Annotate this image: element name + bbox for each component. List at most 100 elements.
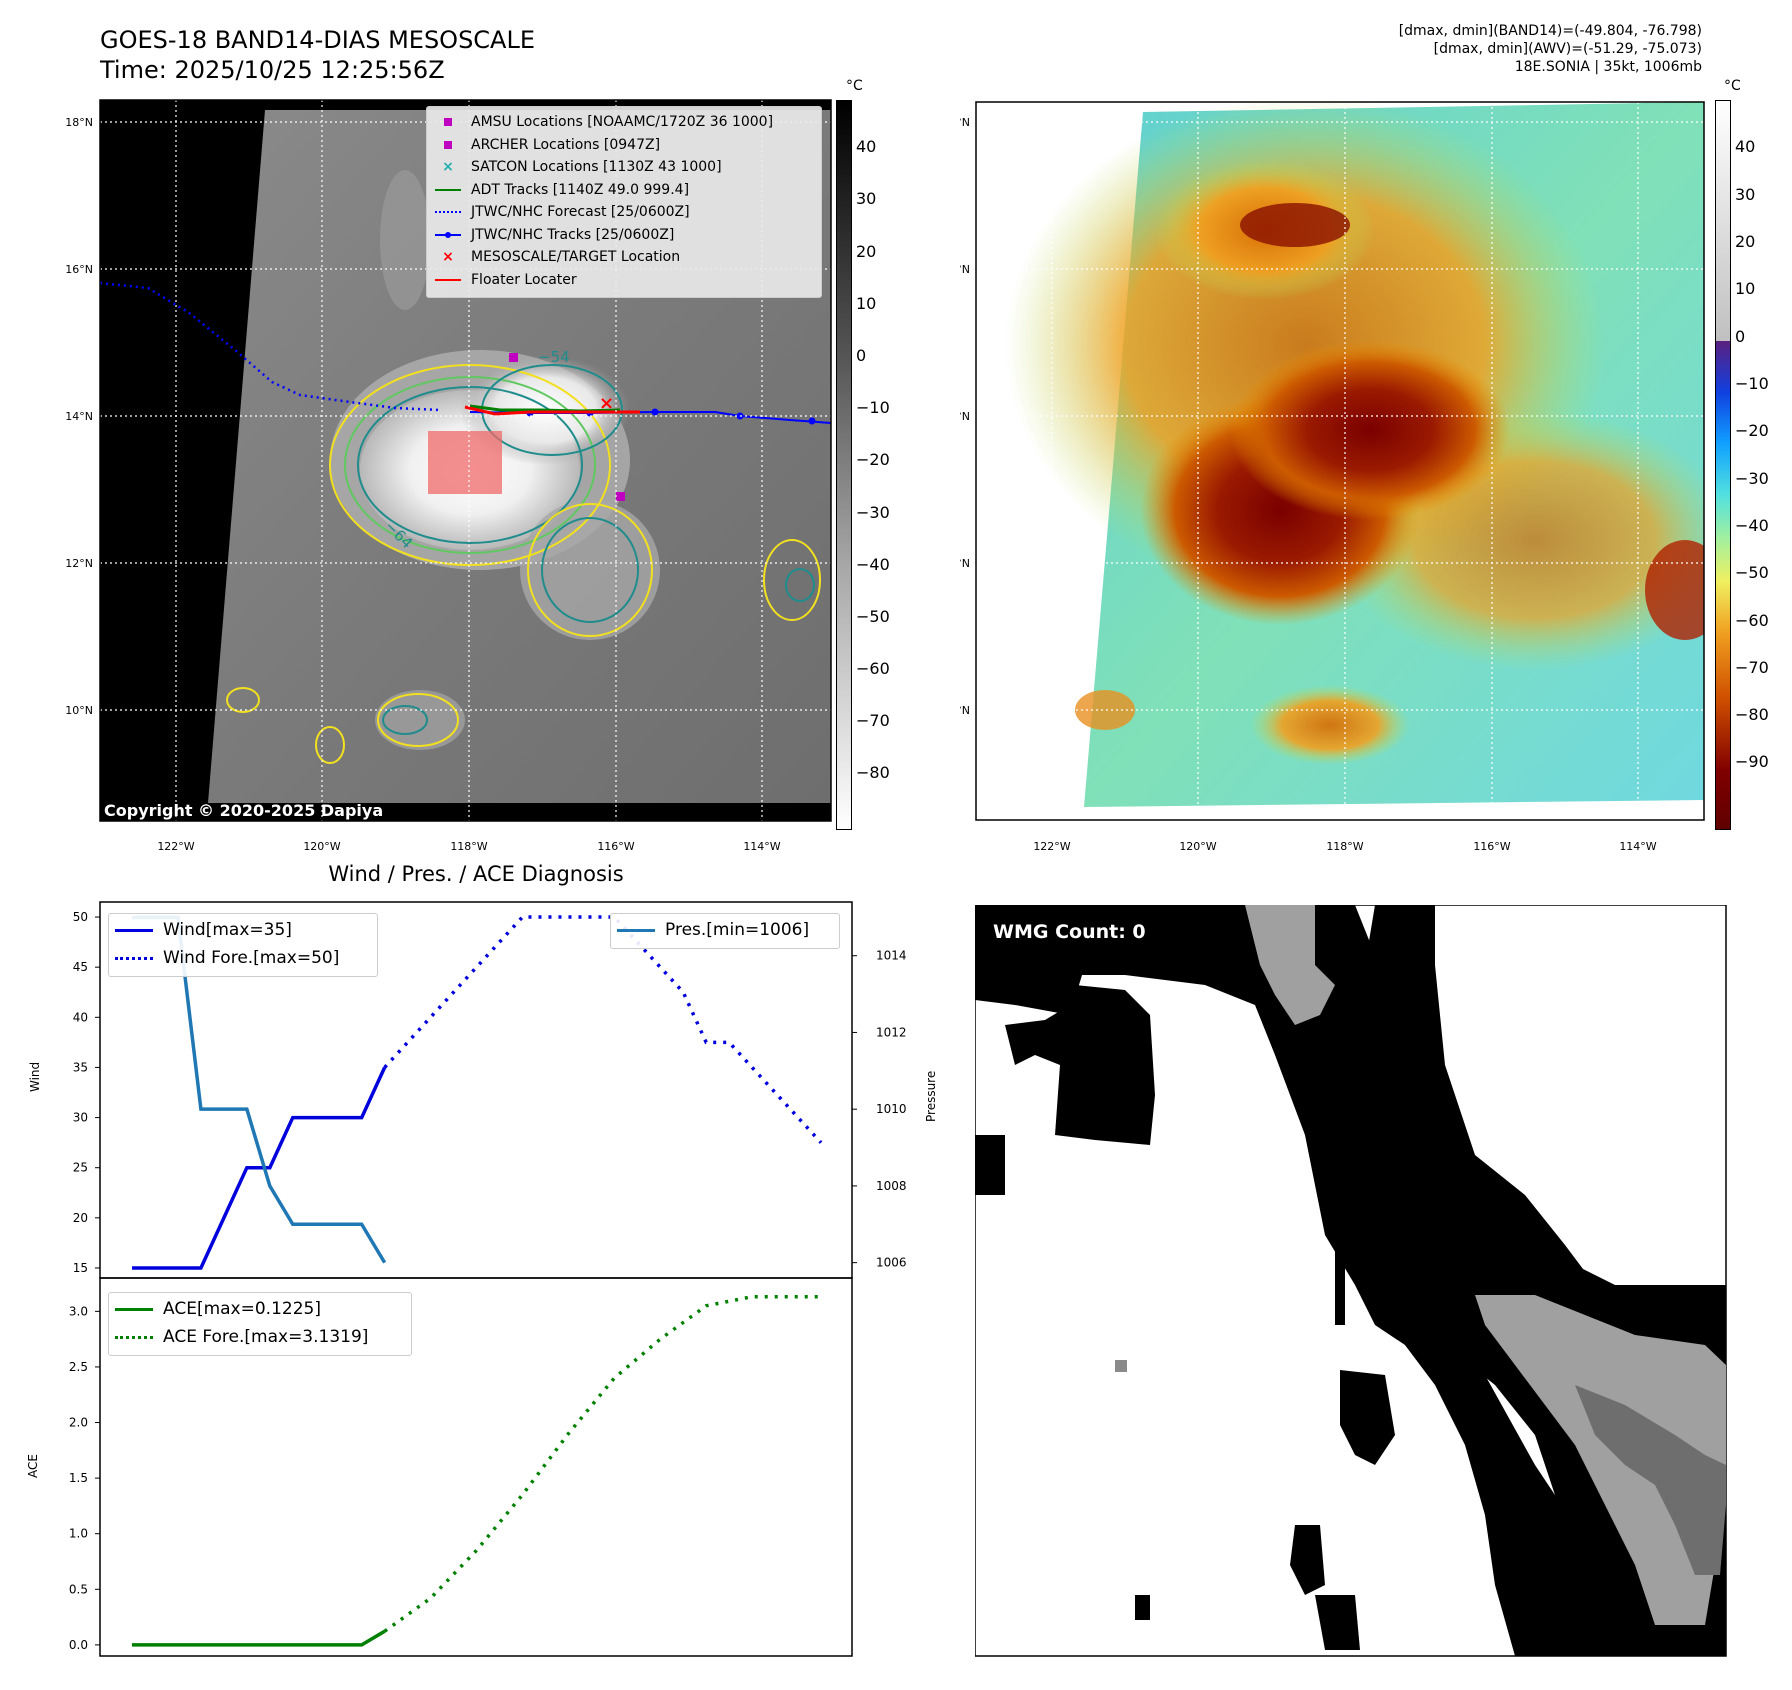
lon-label: 114°W — [1619, 840, 1656, 850]
ace-tick-label: 0.0 — [69, 1638, 88, 1652]
lat-label: 10°N — [65, 704, 93, 717]
gray-colorbar-ticks: 40 30 20 10 0 −10 −20 −30 −40 −50 −60 −70 −80 — [856, 100, 896, 828]
ace-tick-label: 1.0 — [69, 1527, 88, 1541]
gray-colorbar — [836, 100, 852, 830]
wind-tick-label: 20 — [73, 1211, 88, 1225]
lat-label: 18°N — [960, 116, 970, 129]
legend-label: Floater Locater — [471, 271, 577, 288]
wind-tick-label: 45 — [73, 960, 88, 974]
legend-line-ace-fore — [115, 1335, 153, 1339]
legend-label: AMSU Locations [NOAAMC/1720Z 36 1000] — [471, 114, 774, 131]
series-line — [132, 915, 387, 1264]
lon-label: 116°W — [597, 840, 634, 850]
legend-pres-row: Pres.[min=1006] — [617, 920, 809, 940]
diagnosis-title: Wind / Pres. / ACE Diagnosis — [328, 862, 624, 886]
lon-label: 120°W — [303, 840, 340, 850]
diagnosis-chart: 50 45 40 35 30 25 20 15 1014 1012 1010 1008 1006 3.0 2… — [69, 901, 907, 1657]
legend-wind-row: Wind[max=35] — [115, 920, 292, 940]
lon-label: 116°W — [1473, 840, 1510, 850]
colorbar-tick-label: −80 — [856, 763, 890, 783]
legend-marker-icon: × — [442, 159, 454, 176]
series-line — [132, 1066, 387, 1270]
legend-row: ADT Tracks [1140Z 49.0 999.4] — [433, 179, 815, 202]
ace-legend: ACE[max=0.1225] ACE Fore.[max=3.1319] — [108, 1292, 412, 1356]
legend-label: JTWC/NHC Forecast [25/0600Z] — [471, 204, 690, 221]
pressure-tick-label: 1012 — [876, 1025, 907, 1039]
target-marker: × — [599, 393, 614, 414]
series-line — [132, 1629, 386, 1647]
legend-line-wind-fore — [115, 956, 153, 960]
ace-tick-label: 2.5 — [69, 1360, 88, 1374]
legend-wind-label: Wind[max=35] — [163, 920, 292, 940]
colorbar-tick-label: 30 — [856, 189, 877, 209]
lon-label: 122°W — [157, 840, 194, 850]
colorbar-tick-label: −70 — [856, 711, 890, 731]
legend-label: MESOSCALE/TARGET Location — [471, 249, 681, 266]
legend-ace-fore-label: ACE Fore.[max=3.1319] — [163, 1327, 369, 1347]
colorbar-tick-label: −30 — [856, 502, 890, 522]
legend-pres-label: Pres.[min=1006] — [665, 920, 810, 940]
ace-tick-label: 2.0 — [69, 1416, 88, 1430]
lat-label: 16°N — [960, 263, 970, 276]
legend-ace-row: ACE[max=0.1225] — [115, 1299, 321, 1319]
colorbar-tick-label: −70 — [1735, 657, 1769, 677]
ace-tick-label: 1.5 — [69, 1471, 88, 1485]
colorbar-tick-label: 20 — [1735, 231, 1756, 251]
floater-box — [428, 431, 502, 494]
wind-tick-label: 50 — [73, 910, 88, 924]
wind-tick-label: 25 — [73, 1161, 88, 1175]
lon-label: 122°W — [1033, 840, 1070, 850]
colorbar-tick-label: −50 — [856, 606, 890, 626]
legend-row: JTWC/NHC Forecast [25/0600Z] — [433, 201, 815, 224]
color-colorbar-ticks: 40 30 20 10 0 −10 −20 −30 −40 −50 −60 −70 −80 −90 — [1735, 100, 1785, 828]
color-colorbar-unit: °C — [1724, 78, 1741, 94]
colorbar-tick-label: −20 — [856, 450, 890, 470]
copyright-text: Copyright © 2020-2025 Dapiya — [104, 801, 383, 820]
colorbar-tick-label: 40 — [856, 137, 877, 157]
gray-colorbar-unit: °C — [846, 78, 863, 94]
legend-line-wind — [115, 928, 153, 932]
colorbar-tick-label: 10 — [856, 293, 877, 313]
legend-row: JTWC/NHC Tracks [25/0600Z] — [433, 224, 815, 247]
legend-marker-icon — [433, 114, 463, 130]
pressure-axis-title: Pressure — [924, 1070, 938, 1122]
legend-label: ARCHER Locations [0947Z] — [471, 136, 661, 153]
wind-axis-title: Wind — [28, 1061, 42, 1092]
lon-label: 120°W — [1179, 840, 1216, 850]
legend-marker-icon — [433, 137, 463, 153]
legend-line-ace — [115, 1307, 153, 1311]
wind-tick-label: 30 — [73, 1111, 88, 1125]
archer-marker — [616, 492, 625, 501]
colorbar-tick-label: 40 — [1735, 137, 1756, 157]
colorbar-tick-label: −10 — [1735, 373, 1769, 393]
legend-marker-icon — [433, 272, 463, 288]
amsu-marker — [509, 353, 518, 362]
legend-marker-icon — [433, 227, 463, 243]
legend-line-pres — [617, 928, 655, 932]
info-line-awv: [dmax, dmin](AWV)=(-51.29, -75.073) — [1433, 41, 1702, 57]
contour-label-54: −54 — [538, 348, 570, 366]
colorbar-tick-label: −10 — [856, 398, 890, 418]
pressure-tick-label: 1010 — [876, 1102, 907, 1116]
figure-title-line2: Time: 2025/10/25 12:25:56Z — [100, 56, 445, 84]
colorbar-tick-label: −40 — [856, 554, 890, 574]
lat-label: 14°N — [65, 410, 93, 423]
info-line-band14: [dmax, dmin](BAND14)=(-49.804, -76.798) — [1398, 23, 1702, 39]
color-enhanced-map: 18°N 16°N 14°N 12°N 10°N 122°W 120°W 118… — [960, 101, 1705, 850]
info-block: [dmax, dmin](BAND14)=(-49.804, -76.798) … — [1399, 22, 1702, 76]
wind-tick-label: 15 — [73, 1261, 88, 1275]
legend-label: ADT Tracks [1140Z 49.0 999.4] — [471, 181, 690, 198]
pressure-tick-label: 1006 — [876, 1256, 907, 1270]
lat-label: 12°N — [960, 557, 970, 570]
colorbar-tick-label: 30 — [1735, 184, 1756, 204]
legend-row: Floater Locater — [433, 269, 815, 292]
legend-row: AMSU Locations [NOAAMC/1720Z 36 1000] — [433, 111, 815, 134]
lat-label: 18°N — [65, 116, 93, 129]
pressure-tick-label: 1008 — [876, 1179, 907, 1193]
ace-axis-title: ACE — [26, 1454, 40, 1478]
wind-tick-label: 40 — [73, 1010, 88, 1024]
lon-label: 118°W — [450, 840, 487, 850]
ace-tick-label: 0.5 — [69, 1582, 88, 1596]
colorbar-tick-label: 0 — [1735, 326, 1746, 346]
color-colorbar — [1715, 100, 1731, 830]
